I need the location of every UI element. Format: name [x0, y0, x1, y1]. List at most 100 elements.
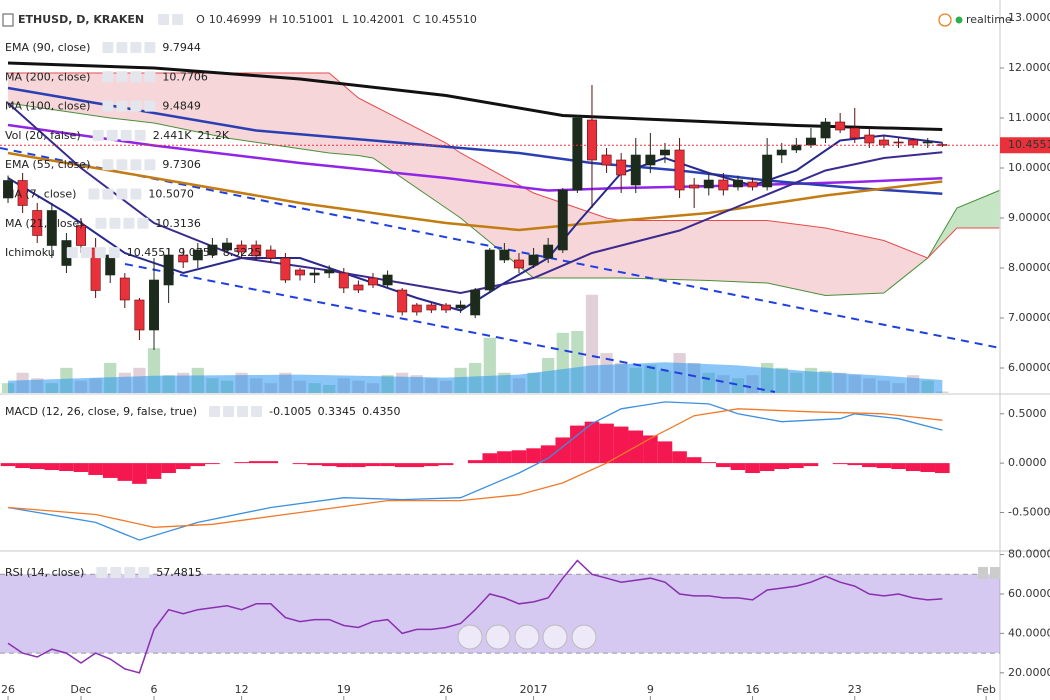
candle-body [368, 277, 378, 286]
pane-button[interactable] [990, 567, 1000, 579]
histogram-bar [657, 441, 673, 464]
legend-label: MACD (12, 26, close, 9, false, true) [5, 405, 197, 418]
y-tick-label: 8.00000 [1008, 261, 1050, 274]
histogram-bar [44, 463, 60, 471]
indicator-icon [116, 159, 128, 171]
histogram-bar [190, 463, 206, 467]
histogram-bar [891, 463, 906, 470]
histogram-bar [497, 451, 512, 464]
status-dot [955, 16, 963, 24]
macd-line [7, 401, 943, 541]
candle-body [747, 181, 758, 188]
cloud-segment [825, 228, 884, 296]
histogram-bar [672, 451, 687, 464]
indicator-icon [88, 188, 100, 200]
indicator-icon [130, 188, 142, 200]
last-price-tag [1000, 137, 1050, 154]
indicator-icon [106, 129, 118, 141]
candle-body [207, 244, 218, 256]
volume-bar [936, 391, 949, 393]
indicator-icon [251, 406, 263, 417]
candle-body [17, 180, 28, 206]
candle-body [762, 154, 773, 188]
zoom-button[interactable] [457, 624, 483, 650]
cloud-segment [708, 220, 768, 283]
collapse-icon[interactable] [2, 13, 14, 27]
histogram-bar [132, 463, 147, 484]
histogram-bar [336, 463, 352, 468]
pane-button[interactable] [978, 567, 988, 579]
x-tick-label: 26 [1, 683, 15, 696]
indicator-icon [134, 129, 146, 141]
x-tick-label: 2017 [520, 683, 548, 696]
candle-body [149, 279, 159, 331]
histogram-bar [686, 457, 702, 464]
indicator-icon [137, 217, 149, 229]
histogram-bar [745, 463, 760, 473]
histogram-bar [847, 463, 863, 466]
zoom-button[interactable] [571, 624, 597, 650]
candle-body [893, 141, 904, 144]
y-tick-label: 0.0000 [1008, 456, 1047, 469]
candle-body [178, 254, 189, 263]
x-tick-label: 16 [746, 683, 760, 696]
histogram-bar [292, 463, 308, 465]
indicator-icon [102, 188, 114, 200]
histogram-bar [935, 463, 950, 474]
indicator-icon [158, 14, 170, 25]
histogram-bar [263, 461, 279, 464]
histogram-bar [920, 463, 936, 473]
indicator-icon [108, 247, 120, 259]
candle-body [835, 121, 846, 131]
histogram-bar [832, 463, 848, 465]
zoom-button[interactable] [514, 624, 540, 650]
candle-body [484, 249, 495, 291]
y-tick-label: 0.5000 [1008, 407, 1047, 420]
candle-body [251, 244, 262, 257]
zoom-button[interactable] [542, 624, 568, 650]
candle-body [236, 244, 247, 253]
histogram-bar [321, 463, 337, 467]
trend-line [124, 263, 776, 393]
x-tick-label: 9 [647, 683, 654, 696]
legend-value: 10.7706 [162, 70, 208, 83]
histogram-bar [701, 462, 717, 464]
legend-value: 2.441K [153, 129, 192, 142]
x-tick-label: Dec [70, 683, 91, 696]
histogram-bar [803, 463, 819, 467]
histogram-bar [102, 463, 118, 478]
legend-label: Ichimoku [5, 246, 55, 259]
indicator-icon [130, 42, 142, 53]
candle-body [397, 289, 408, 313]
cloud-segment [621, 220, 709, 281]
histogram-bar [716, 463, 731, 468]
histogram-bar [467, 460, 483, 464]
histogram-bar [365, 463, 381, 467]
moving-average [7, 123, 943, 192]
y-tick-label: 80.0000 [1008, 548, 1050, 561]
candle-body [499, 249, 510, 261]
y-tick-label: 20.0000 [1008, 666, 1050, 679]
chart-title: ETHUSD, D, KRAKEN [18, 13, 144, 26]
histogram-bar [248, 461, 264, 464]
histogram-bar [511, 450, 527, 464]
candle-body [411, 304, 422, 313]
histogram-bar [88, 463, 103, 475]
indicator-icon [80, 247, 92, 259]
status: realtime [966, 13, 1012, 26]
candle-body [514, 259, 524, 269]
histogram-bar [482, 453, 498, 464]
candle-body [864, 134, 875, 144]
y-tick-label: 12.00000 [1008, 61, 1050, 74]
candle-body [543, 244, 554, 259]
legend-label: MA (7, close) [5, 188, 76, 201]
y-tick-label: 9.00000 [1008, 211, 1050, 224]
histogram-bar [759, 463, 775, 472]
quote-value: 10.42001 [352, 13, 405, 26]
zoom-button[interactable] [485, 624, 511, 650]
cloud-segment [956, 190, 1000, 228]
candle-body [309, 272, 320, 276]
indicator-icon [102, 42, 114, 53]
